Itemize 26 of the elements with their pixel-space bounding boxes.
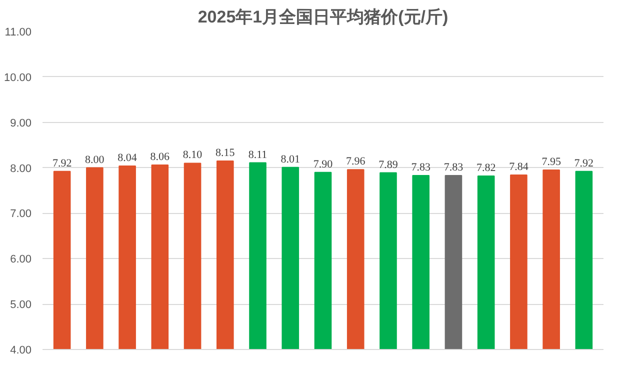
data-label: 7.96 bbox=[346, 156, 366, 168]
data-label: 8.11 bbox=[248, 148, 268, 161]
data-label: 7.84 bbox=[509, 161, 529, 174]
data-label: 7.83 bbox=[411, 162, 431, 174]
y-tick-label: 9.00 bbox=[10, 117, 32, 130]
data-label: 7.92 bbox=[574, 157, 594, 170]
data-label: 8.01 bbox=[280, 153, 300, 166]
data-label: 7.90 bbox=[313, 158, 334, 170]
data-label: 7.83 bbox=[444, 162, 464, 174]
data-label: 7.89 bbox=[378, 158, 398, 171]
data-label: 7.92 bbox=[52, 157, 72, 170]
data-label: 7.82 bbox=[476, 162, 496, 174]
data-label: 7.95 bbox=[542, 156, 562, 168]
y-tick-label: 6.00 bbox=[10, 254, 32, 266]
y-tick-label: 7.00 bbox=[10, 208, 32, 220]
chart-title: 2025年1月全国日平均猪价(元/斤) bbox=[198, 8, 448, 26]
data-label: 8.06 bbox=[150, 151, 170, 164]
y-tick-label: 10.00 bbox=[4, 72, 32, 84]
y-tick-label: 11.00 bbox=[4, 26, 32, 38]
y-tick-label: 5.00 bbox=[10, 299, 32, 312]
y-tick-label: 8.00 bbox=[10, 162, 32, 175]
data-label: 8.10 bbox=[182, 149, 203, 162]
y-tick-label: 4.00 bbox=[10, 344, 32, 356]
data-label: 8.04 bbox=[118, 152, 138, 164]
data-label: 8.15 bbox=[216, 146, 236, 159]
data-label: 8.00 bbox=[85, 154, 105, 166]
